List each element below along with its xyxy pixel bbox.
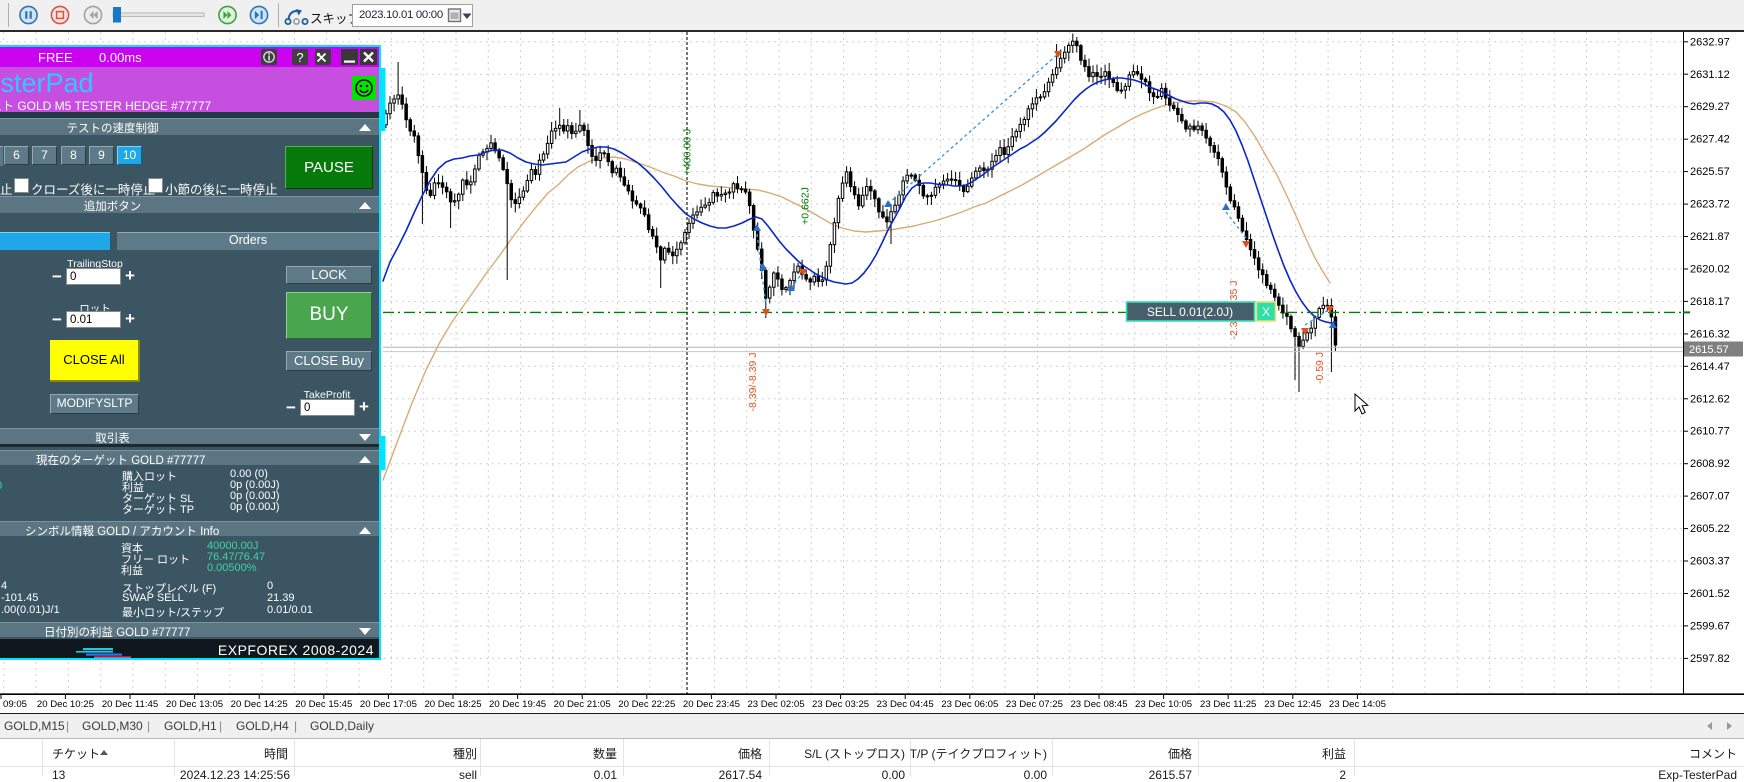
svg-text:2620.02: 2620.02	[1690, 264, 1730, 276]
svg-text:2631.12: 2631.12	[1690, 69, 1730, 81]
svg-text:2612.62: 2612.62	[1690, 393, 1730, 405]
svg-text:+400.00 J: +400.00 J	[682, 129, 694, 175]
svg-text:2632.97: 2632.97	[1690, 36, 1730, 48]
svg-text:23 Dec 11:25: 23 Dec 11:25	[1200, 699, 1256, 710]
svg-text:2623.72: 2623.72	[1690, 199, 1730, 211]
svg-text:2608.92: 2608.92	[1690, 458, 1730, 470]
svg-text:23 Dec 06:05: 23 Dec 06:05	[941, 699, 998, 710]
svg-text:X: X	[1262, 305, 1270, 319]
svg-text:-8.39/-8.39 J: -8.39/-8.39 J	[747, 353, 759, 412]
svg-text:20 Dec 22:25: 20 Dec 22:25	[618, 699, 675, 710]
svg-text:09:05: 09:05	[3, 699, 27, 710]
svg-text:+0.662J: +0.662J	[800, 187, 812, 225]
svg-text:2615.57: 2615.57	[1689, 344, 1729, 356]
svg-text:23 Dec 03:25: 23 Dec 03:25	[812, 699, 869, 710]
svg-text:-0.59 J: -0.59 J	[1314, 352, 1326, 384]
svg-text:2627.42: 2627.42	[1690, 134, 1730, 146]
svg-text:23 Dec 02:05: 23 Dec 02:05	[747, 699, 804, 710]
svg-text:2629.27: 2629.27	[1690, 101, 1730, 113]
svg-text:20 Dec 15:45: 20 Dec 15:45	[295, 699, 352, 710]
svg-text:2597.82: 2597.82	[1690, 653, 1730, 665]
svg-text:23 Dec 08:45: 23 Dec 08:45	[1070, 699, 1127, 710]
svg-text:20 Dec 21:05: 20 Dec 21:05	[554, 699, 611, 710]
svg-text:2625.57: 2625.57	[1690, 166, 1730, 178]
svg-text:20 Dec 19:45: 20 Dec 19:45	[489, 699, 546, 710]
svg-text:20 Dec 13:05: 20 Dec 13:05	[166, 699, 223, 710]
svg-text:23 Dec 14:05: 23 Dec 14:05	[1329, 699, 1386, 710]
svg-text:?: ?	[296, 50, 303, 65]
svg-text:23 Dec 10:05: 23 Dec 10:05	[1135, 699, 1192, 710]
svg-text:2618.17: 2618.17	[1690, 296, 1730, 308]
svg-text:23 Dec 04:45: 23 Dec 04:45	[877, 699, 934, 710]
svg-text:2603.37: 2603.37	[1690, 556, 1730, 568]
svg-text:23 Dec 12:45: 23 Dec 12:45	[1264, 699, 1321, 710]
svg-text:2614.47: 2614.47	[1690, 361, 1730, 373]
svg-text:2599.67: 2599.67	[1690, 620, 1730, 632]
svg-text:20 Dec 10:25: 20 Dec 10:25	[37, 699, 94, 710]
svg-text:2605.22: 2605.22	[1690, 523, 1730, 535]
svg-text:23 Dec 07:25: 23 Dec 07:25	[1006, 699, 1063, 710]
svg-text:2621.87: 2621.87	[1690, 231, 1730, 243]
svg-text:SELL 0.01(2.0J): SELL 0.01(2.0J)	[1147, 305, 1233, 319]
svg-text:20 Dec 18:25: 20 Dec 18:25	[424, 699, 481, 710]
svg-text:20 Dec 14:25: 20 Dec 14:25	[231, 699, 288, 710]
svg-text:2601.52: 2601.52	[1690, 588, 1730, 600]
svg-text:2610.77: 2610.77	[1690, 426, 1730, 438]
svg-text:2616.32: 2616.32	[1690, 328, 1730, 340]
svg-text:2607.07: 2607.07	[1690, 491, 1730, 503]
svg-text:20 Dec 17:05: 20 Dec 17:05	[360, 699, 417, 710]
svg-text:20 Dec 23:45: 20 Dec 23:45	[683, 699, 740, 710]
svg-text:20 Dec 11:45: 20 Dec 11:45	[102, 699, 158, 710]
